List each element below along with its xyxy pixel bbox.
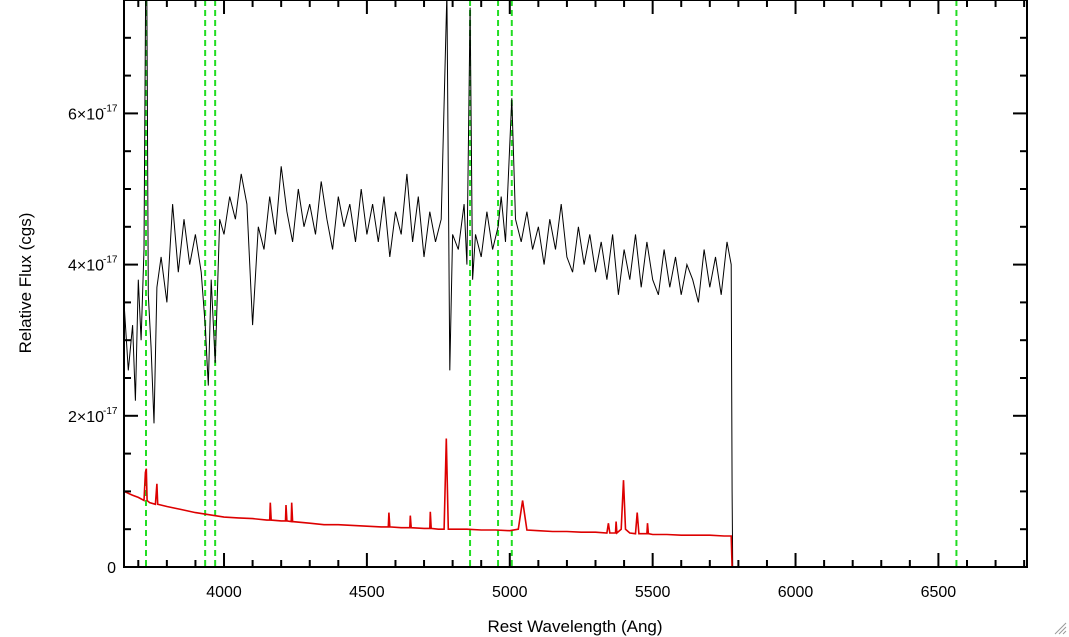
series-line-1: [124, 438, 1027, 567]
x-tick-label: 4500: [349, 584, 385, 601]
x-tick-label: 4000: [206, 584, 242, 601]
y-tick-label-exponent: -17: [103, 103, 118, 114]
series-line-0: [124, 0, 1027, 567]
series-group: [124, 0, 1027, 567]
y-tick-label-exponent: -17: [103, 255, 118, 266]
x-tick-label: 6500: [921, 584, 957, 601]
x-tick-label: 6000: [778, 584, 814, 601]
reference-line-group: [145, 0, 958, 567]
y-tick-label: 4×10: [68, 258, 104, 275]
y-tick-label: 0: [107, 560, 116, 577]
x-axis-title: Rest Wavelength (Ang): [487, 617, 662, 636]
y-tick-label: 6×10: [68, 106, 104, 123]
resize-grip-icon[interactable]: [1053, 621, 1067, 635]
x-tick-label: 5000: [492, 584, 528, 601]
y-tick-label-exponent: -17: [103, 406, 118, 417]
y-axis-title: Relative Flux (cgs): [16, 213, 35, 354]
y-tick-label: 2×10: [68, 409, 104, 426]
plot-frame: [123, 0, 1028, 568]
x-tick-label: 5500: [635, 584, 671, 601]
